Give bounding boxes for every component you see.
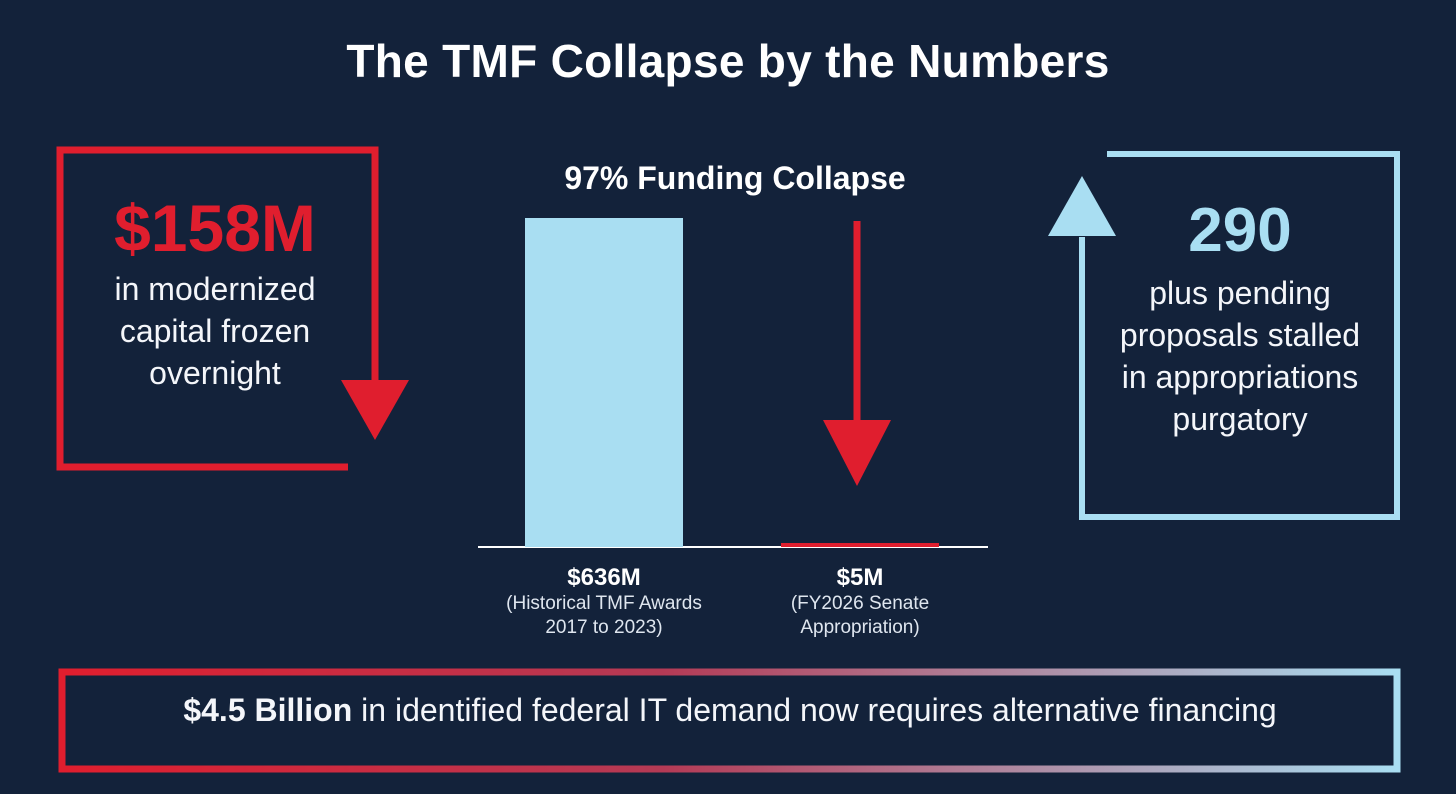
frozen-capital-caption: in modernized capital frozen overnight [114, 271, 316, 391]
left-frame [56, 146, 379, 471]
up-arrow-icon [1048, 176, 1116, 236]
footer-frame [58, 668, 1401, 773]
down-arrow-icon [341, 380, 409, 440]
bar-category-label: (FY2026 Senate Appropriation) [790, 593, 930, 638]
footer-rest: in identified federal IT demand now requ… [352, 692, 1277, 728]
category-label-0: $636M (Historical TMF Awards 2017 to 2023… [474, 564, 734, 640]
bar-0 [525, 218, 683, 547]
footer-statement: $4.5 Billion in identified federal IT de… [62, 692, 1398, 729]
bar-1 [781, 543, 939, 547]
frozen-capital-value: $158M [114, 191, 316, 265]
bar-value-label: $636M [567, 564, 641, 591]
down-arrow-icon [823, 420, 891, 486]
right-frame [1079, 151, 1400, 520]
footer-highlight: $4.5 Billion [183, 692, 353, 728]
bar-value-label: $5M [836, 564, 884, 591]
bar-category-label: (Historical TMF Awards 2017 to 2023) [506, 593, 702, 638]
chart-arrow [702, 220, 861, 425]
category-label-1: $5M (FY2026 Senate Appropriation) [730, 564, 990, 640]
pending-proposals-caption: plus pending proposals stalled in approp… [1119, 275, 1361, 437]
page-title: The TMF Collapse by the Numbers [346, 35, 1110, 87]
pending-proposals-value: 290 [1188, 196, 1292, 265]
chart-title: 97% Funding Collapse [564, 160, 906, 196]
